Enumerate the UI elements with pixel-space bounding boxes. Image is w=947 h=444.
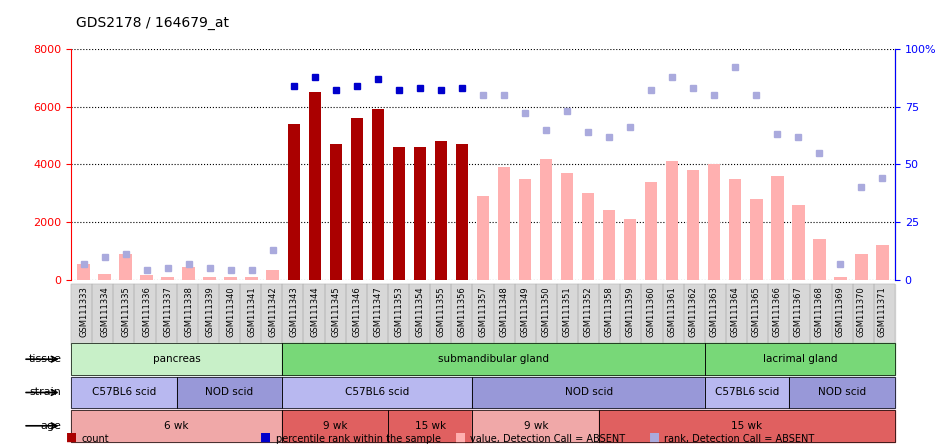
Bar (204, 277, 216, 280)
Bar (813, 239, 826, 280)
Bar (750, 199, 762, 280)
Bar (456, 144, 468, 280)
Bar (393, 147, 405, 280)
Bar (666, 162, 678, 280)
Text: GDS2178 / 164679_at: GDS2178 / 164679_at (76, 16, 229, 30)
Bar (792, 205, 805, 280)
Text: count: count (81, 433, 109, 444)
Text: percentile rank within the sample: percentile rank within the sample (276, 433, 440, 444)
Bar (519, 178, 531, 280)
Bar (707, 164, 721, 280)
Bar (876, 245, 888, 280)
Text: 9 wk: 9 wk (524, 421, 548, 431)
Bar (834, 277, 847, 280)
Bar (603, 210, 616, 280)
Text: rank, Detection Call = ABSENT: rank, Detection Call = ABSENT (664, 433, 814, 444)
Bar (98, 274, 111, 280)
Text: ■: ■ (66, 431, 78, 444)
Bar (624, 219, 636, 280)
Text: age: age (41, 421, 62, 431)
Bar (498, 167, 510, 280)
Bar (119, 254, 132, 280)
Text: NOD scid: NOD scid (564, 388, 613, 397)
Text: strain: strain (29, 388, 62, 397)
Bar (140, 275, 153, 280)
Bar (371, 109, 384, 280)
Bar (729, 178, 742, 280)
Text: NOD scid: NOD scid (818, 388, 867, 397)
Bar (687, 170, 700, 280)
Text: C57BL6 scid: C57BL6 scid (715, 388, 779, 397)
Bar (771, 176, 783, 280)
Bar (855, 254, 867, 280)
Bar (245, 277, 259, 280)
Text: NOD scid: NOD scid (205, 388, 254, 397)
Bar (414, 147, 426, 280)
Text: ■: ■ (455, 431, 466, 444)
Bar (350, 118, 363, 280)
Text: C57BL6 scid: C57BL6 scid (346, 388, 409, 397)
Bar (309, 92, 321, 280)
Text: ■: ■ (260, 431, 272, 444)
Bar (645, 182, 657, 280)
Bar (476, 196, 490, 280)
Text: value, Detection Call = ABSENT: value, Detection Call = ABSENT (470, 433, 625, 444)
Bar (224, 278, 237, 280)
Text: 9 wk: 9 wk (323, 421, 348, 431)
Bar (161, 277, 174, 280)
Bar (581, 193, 595, 280)
Bar (561, 173, 573, 280)
Text: C57BL6 scid: C57BL6 scid (92, 388, 156, 397)
Text: pancreas: pancreas (152, 354, 201, 364)
Text: 15 wk: 15 wk (731, 421, 762, 431)
Text: tissue: tissue (28, 354, 62, 364)
Bar (540, 159, 552, 280)
Bar (435, 141, 447, 280)
Bar (288, 124, 300, 280)
Text: lacrimal gland: lacrimal gland (762, 354, 837, 364)
Bar (330, 144, 342, 280)
Bar (266, 270, 279, 280)
Bar (78, 264, 90, 280)
Text: submandibular gland: submandibular gland (438, 354, 549, 364)
Text: 6 wk: 6 wk (165, 421, 188, 431)
Bar (183, 267, 195, 280)
Text: 15 wk: 15 wk (415, 421, 446, 431)
Text: ■: ■ (649, 431, 660, 444)
